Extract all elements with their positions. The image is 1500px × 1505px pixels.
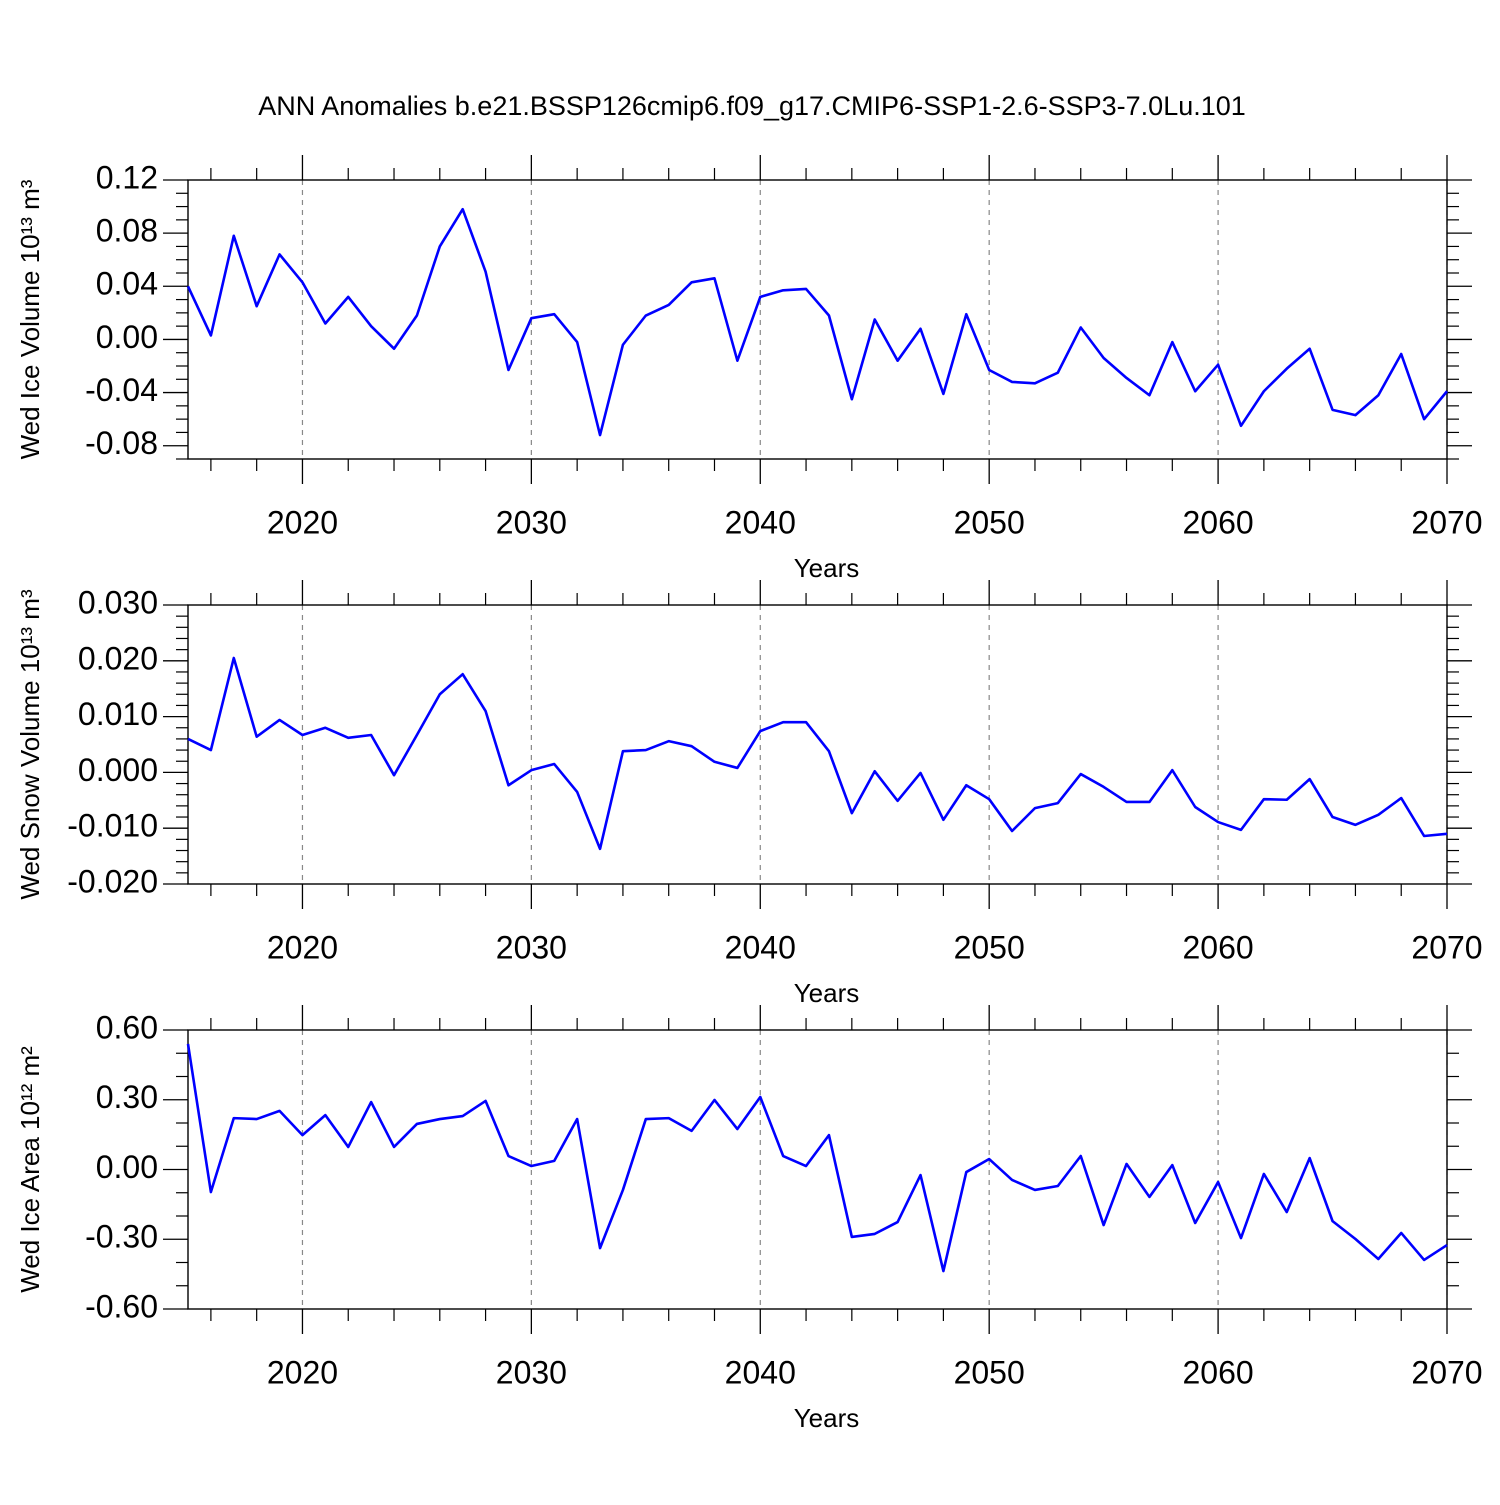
y-tick-label: 0.00: [96, 319, 158, 355]
y-tick-label: 0.04: [96, 266, 158, 302]
y-tick-label: -0.010: [67, 808, 158, 844]
x-tick-label: 2040: [725, 1354, 796, 1390]
y-tick-label: -0.020: [67, 863, 158, 899]
y-tick-label: 0.020: [78, 640, 158, 676]
x-tick-label: 2050: [954, 1354, 1025, 1390]
x-tick-label: 2060: [1182, 504, 1253, 540]
x-tick-label: 2030: [496, 1354, 567, 1390]
y-tick-label: 0.000: [78, 752, 158, 788]
x-tick-label: 2040: [725, 929, 796, 965]
x-tick-label: 2050: [954, 504, 1025, 540]
x-tick-label: 2020: [267, 929, 338, 965]
data-line: [186, 207, 1449, 437]
y-tick-label: 0.010: [78, 696, 158, 732]
x-axis-label: Years: [794, 1403, 860, 1433]
x-axis-label: Years: [794, 978, 860, 1008]
plot-frame: [187, 1029, 1448, 1310]
y-axis-label: Wed Ice Volume 10¹³ m³: [15, 179, 45, 459]
x-tick-label: 2020: [267, 1354, 338, 1390]
x-axis-label: Years: [794, 553, 860, 583]
y-tick-label: -0.04: [85, 372, 158, 408]
x-tick-label: 2050: [954, 929, 1025, 965]
data-line: [187, 656, 1448, 851]
figure-title: ANN Anomalies b.e21.BSSP126cmip6.f09_g17…: [258, 91, 1246, 121]
x-tick-label: 2030: [496, 504, 567, 540]
y-tick-label: 0.12: [96, 159, 158, 195]
y-tick-label: 0.08: [96, 213, 158, 249]
x-tick-label: 2030: [496, 929, 567, 965]
x-tick-label: 2070: [1411, 1354, 1482, 1390]
y-tick-label: -0.08: [85, 425, 158, 461]
y-axis-label: Wed Ice Area 10¹² m²: [15, 1046, 45, 1293]
x-tick-label: 2040: [725, 504, 796, 540]
y-tick-label: 0.030: [78, 584, 158, 620]
y-tick-label: 0.30: [96, 1079, 158, 1115]
y-tick-label: 0.60: [96, 1009, 158, 1045]
x-tick-label: 2060: [1182, 929, 1253, 965]
x-tick-label: 2060: [1182, 1354, 1253, 1390]
y-axis-label: Wed Snow Volume 10¹³ m³: [15, 589, 45, 900]
data-line: [186, 1043, 1448, 1273]
x-tick-label: 2070: [1411, 929, 1482, 965]
plot-frame: [187, 604, 1448, 885]
plot-frame: [187, 179, 1448, 460]
x-tick-label: 2070: [1411, 504, 1482, 540]
y-tick-label: -0.30: [85, 1219, 158, 1255]
y-tick-label: -0.60: [85, 1288, 158, 1324]
x-tick-label: 2020: [267, 504, 338, 540]
y-tick-label: 0.00: [96, 1149, 158, 1185]
